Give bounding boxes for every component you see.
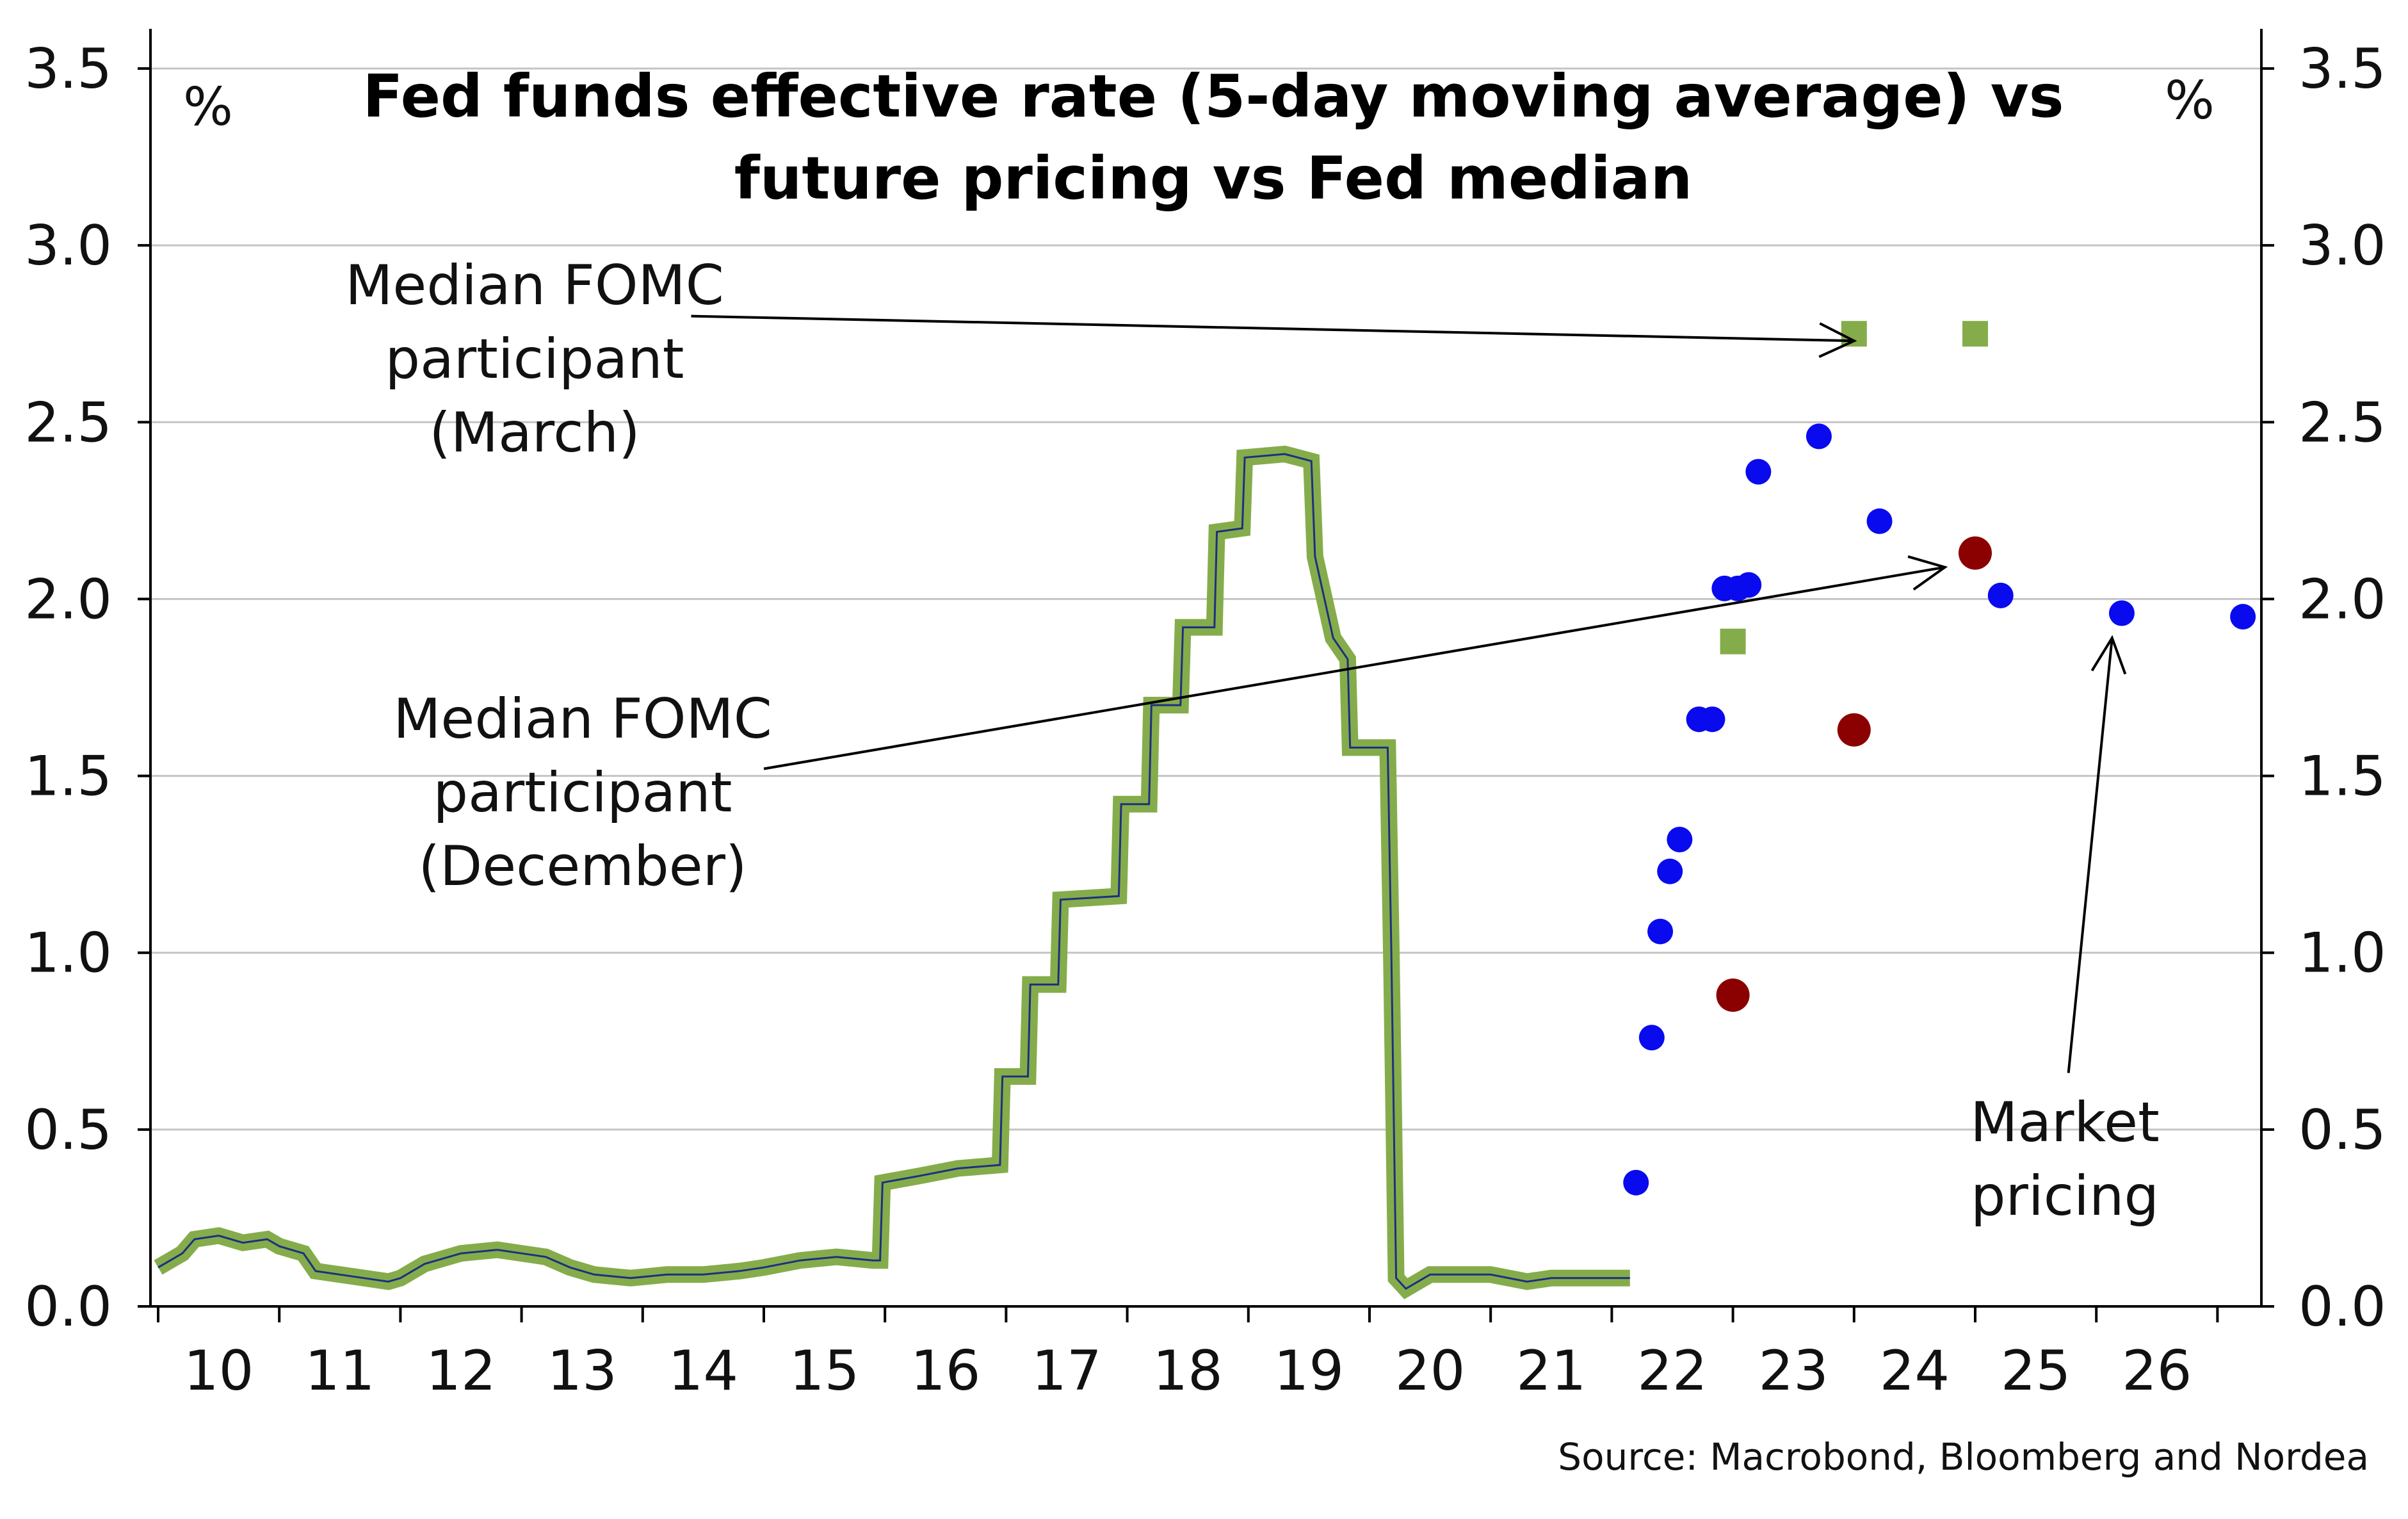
annotation-market-arrow — [2067, 637, 2113, 1073]
x-tick-label: 20 — [1395, 1339, 1465, 1403]
x-tick-label: 12 — [426, 1339, 496, 1403]
y-tick-label-left: 2.0 — [24, 567, 112, 631]
y-tick-label-right: 1.5 — [2299, 745, 2386, 809]
market-pricing-point — [1638, 1025, 1665, 1051]
market-pricing-point — [1736, 572, 1762, 598]
market-pricing-point — [1667, 826, 1693, 852]
y-unit-right: % — [2165, 70, 2215, 131]
x-tick-label: 25 — [2001, 1339, 2071, 1403]
market-pricing-point — [1866, 508, 1893, 534]
y-tick-label-right: 2.5 — [2299, 391, 2386, 455]
x-axis-ticks: 10 11 12 13 14 15 16 17 18 19 20 21 22 23 24 25 26 — [157, 1306, 2219, 1403]
market-pricing-point — [1745, 459, 1772, 485]
annotation-december-arrow — [763, 565, 1946, 770]
y-axis-right-ticks: 0.0 0.5 1.0 1.5 2.0 2.5 3.0 3.5 — [2299, 37, 2386, 1339]
market-pricing-point — [1806, 423, 1832, 450]
x-tick-label: 16 — [910, 1339, 980, 1403]
annotation-march-line: (March) — [429, 401, 640, 465]
annotation-december-line: (December) — [418, 834, 747, 898]
annotation-december-line: Median FOMC — [393, 687, 772, 751]
x-tick-label: 15 — [789, 1339, 859, 1403]
grid — [150, 67, 2261, 1131]
y-tick-label-right: 3.5 — [2299, 37, 2386, 101]
y-tick-label-right: 3.0 — [2299, 214, 2386, 278]
annotation-march-arrow-head — [1818, 322, 1857, 359]
market-pricing-point — [2108, 600, 2135, 626]
median-december-point — [1716, 978, 1750, 1012]
market-pricing-point — [2230, 604, 2256, 630]
x-tick-label: 23 — [1758, 1339, 1828, 1403]
x-tick-label: 14 — [668, 1339, 738, 1403]
x-tick-label: 17 — [1031, 1339, 1101, 1403]
annotation-market-line: pricing — [1971, 1164, 2159, 1228]
median-march-point — [1962, 321, 1988, 347]
market-pricing-point — [1699, 706, 1725, 733]
y-tick-label-left: 0.5 — [24, 1098, 112, 1162]
annotation-december-arrow-head — [1907, 555, 1948, 591]
x-tick-label: 21 — [1516, 1339, 1586, 1403]
y-tick-label-right: 2.0 — [2299, 567, 2386, 631]
annotations: Median FOMC participant (March) Median FOMC… — [345, 254, 2160, 1228]
market-pricing-point — [1657, 858, 1683, 884]
y-tick-label-left: 3.0 — [24, 214, 112, 278]
y-unit-left: % — [183, 77, 233, 138]
x-tick-label: 11 — [305, 1339, 375, 1403]
y-axis-left-ticks: 0.0 0.5 1.0 1.5 2.0 2.5 3.0 3.5 — [24, 37, 112, 1339]
y-tick-label-right: 0.0 — [2299, 1275, 2386, 1339]
median-december-point — [1837, 713, 1871, 747]
y-tick-label-left: 0.0 — [24, 1275, 112, 1339]
y-tick-label-left: 3.5 — [24, 37, 112, 101]
x-tick-label: 13 — [547, 1339, 617, 1403]
chart-title-line-2: future pricing vs Fed median — [734, 144, 1692, 213]
annotation-market-line: Market — [1970, 1091, 2160, 1155]
x-tick-label: 22 — [1637, 1339, 1707, 1403]
x-tick-label: 10 — [184, 1339, 254, 1403]
annotation-december-line: participant — [433, 761, 732, 825]
y-tick-label-right: 0.5 — [2299, 1098, 2386, 1162]
annotation-market-arrow-head — [2090, 635, 2127, 675]
x-tick-label: 26 — [2122, 1339, 2192, 1403]
market-pricing-point — [1647, 918, 1674, 945]
y-tick-label-left: 2.5 — [24, 391, 112, 455]
y-tick-label-left: 1.5 — [24, 745, 112, 809]
y-tick-label-right: 1.0 — [2299, 922, 2386, 986]
median-march-point — [1841, 321, 1867, 347]
annotation-march-line: Median FOMC — [345, 254, 724, 318]
series-points — [1623, 321, 2256, 1196]
axes — [138, 29, 2274, 1308]
x-tick-label: 19 — [1274, 1339, 1344, 1403]
market-pricing-point — [1987, 582, 2014, 608]
median-december-point — [1959, 536, 1992, 570]
x-tick-label: 24 — [1880, 1339, 1950, 1403]
series-lines — [154, 445, 1630, 1299]
x-tick-label: 18 — [1152, 1339, 1222, 1403]
y-tick-label-left: 1.0 — [24, 922, 112, 986]
source-note: Source: Macrobond, Bloomberg and Nordea — [1558, 1435, 2369, 1479]
median-march-point — [1720, 628, 1746, 654]
annotation-march-line: participant — [385, 327, 684, 391]
market-pricing-point — [1623, 1169, 1649, 1196]
fed-funds-core-line — [158, 453, 1630, 1290]
annotation-march-arrow — [691, 314, 1854, 343]
chart-title-line-1: Fed funds effective rate (5-day moving a… — [363, 62, 2064, 131]
